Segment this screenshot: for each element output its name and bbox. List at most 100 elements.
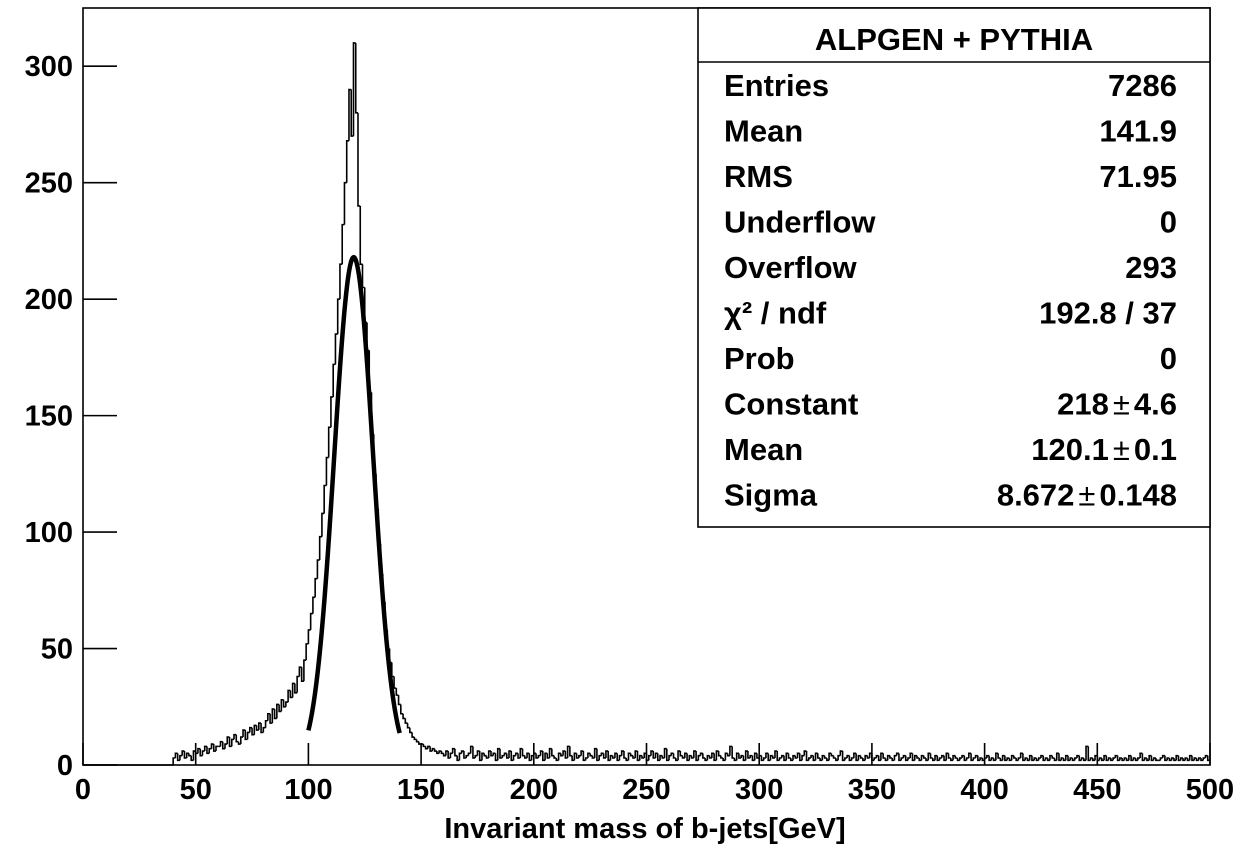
stats-value-number: 71.95 (1099, 159, 1177, 194)
histogram-bin (237, 741, 241, 745)
y-tick-label: 50 (41, 634, 73, 666)
histogram-bin (1071, 758, 1075, 762)
stats-error: 0.148 (1099, 477, 1177, 512)
histogram-bin (1060, 757, 1064, 761)
histogram-bin (226, 736, 230, 745)
stats-pm: ± (1078, 477, 1095, 512)
histogram-bin (1204, 754, 1208, 759)
histogram-bin (961, 754, 965, 759)
histogram-bin (789, 758, 794, 762)
histogram-bin (686, 753, 690, 762)
histogram-bin (1200, 758, 1204, 762)
stats-name: χ² / ndf (724, 295, 827, 330)
histogram-bin (1188, 754, 1192, 761)
histogram-bin (787, 753, 791, 759)
histogram-bin (248, 726, 253, 733)
histogram-bin (1051, 755, 1055, 759)
histogram-bin (1042, 755, 1046, 762)
histogram-bin (1132, 757, 1136, 761)
stats-value-number: 0 (1160, 204, 1177, 239)
histogram-bin (1173, 758, 1177, 762)
stats-value-number: 0 (1160, 341, 1177, 376)
histogram-bin (402, 713, 406, 720)
histogram-bin (456, 755, 460, 762)
histogram-bin (792, 754, 796, 761)
histogram-bin (821, 754, 825, 761)
histogram-bin (1128, 754, 1132, 761)
stats-value: 141.9 (1099, 113, 1177, 148)
histogram-bin (1076, 754, 1080, 759)
histogram-bin (805, 751, 809, 762)
histogram-bin (454, 748, 458, 757)
stats-name: RMS (724, 159, 793, 194)
histogram-bin (889, 755, 893, 759)
histogram-bin (1046, 758, 1050, 762)
histogram-bin (943, 755, 947, 762)
histogram-bin (1119, 757, 1123, 761)
histogram-bin (1006, 757, 1010, 761)
histogram-bin (429, 746, 433, 752)
histogram-bin (555, 758, 559, 762)
histogram-bin (817, 753, 821, 759)
histogram-bin (1101, 758, 1105, 762)
histogram-bin (1116, 755, 1120, 762)
histogram-bin (986, 754, 990, 759)
histogram-bin (224, 743, 228, 749)
x-tick-label: 300 (735, 774, 783, 806)
histogram-bin (783, 755, 787, 762)
stats-error: 4.6 (1134, 386, 1177, 421)
histogram-bin (1164, 755, 1168, 762)
histogram-bin (891, 758, 895, 762)
histogram-bin (406, 723, 410, 729)
histogram-bin (931, 758, 936, 762)
histogram-bin (1125, 758, 1129, 762)
histogram-bin (436, 751, 440, 755)
x-tick-label: 500 (1186, 774, 1234, 806)
stats-value: 7286 (1108, 68, 1177, 103)
histogram-bin (1087, 746, 1091, 762)
histogram-bin (952, 754, 956, 761)
histogram-bin (810, 754, 814, 759)
histogram-bin (974, 754, 978, 759)
histogram-bin (695, 751, 699, 762)
histogram-bin (1155, 758, 1159, 762)
histogram-bin (278, 704, 282, 713)
histogram-bin (1053, 758, 1057, 762)
histogram-bin (201, 750, 205, 756)
histogram-bin (1146, 758, 1150, 762)
x-tick-label: 450 (1073, 774, 1121, 806)
x-tick-label: 400 (960, 774, 1008, 806)
histogram-bin (672, 753, 676, 759)
histogram-bin (1089, 757, 1093, 761)
histogram-bin (857, 754, 861, 761)
y-tick-label: 100 (25, 517, 73, 549)
histogram-bin (1150, 755, 1154, 762)
histogram-bin (1098, 757, 1102, 761)
histogram-bin (411, 732, 415, 738)
histogram-bin (1001, 754, 1005, 761)
histogram-bin (1186, 758, 1190, 762)
histogram-bin (848, 755, 852, 762)
histogram-bin (1015, 758, 1019, 762)
histogram-bin (1148, 754, 1152, 761)
histogram-bin (336, 298, 340, 335)
histogram-bin (188, 753, 192, 757)
histogram-bin (623, 751, 627, 759)
histogram-bin (819, 758, 823, 762)
histogram-bin (510, 751, 514, 762)
histogram-bin (571, 755, 575, 762)
histogram-bin (1170, 757, 1174, 761)
histogram-bin (947, 753, 951, 759)
histogram-bin (253, 724, 257, 735)
histogram-bin (519, 747, 523, 759)
histogram-bin (307, 629, 311, 644)
histogram-bin (1182, 758, 1186, 762)
x-axis-title: Invariant mass of b-jets[GeV] (444, 813, 845, 845)
histogram-bin (316, 559, 320, 579)
histogram-bin (1013, 755, 1017, 759)
histogram-bin (458, 752, 462, 761)
histogram-bin (767, 753, 771, 762)
histogram-bin (659, 754, 663, 761)
histogram-bin (997, 753, 1001, 759)
histogram-bin (1028, 754, 1032, 761)
